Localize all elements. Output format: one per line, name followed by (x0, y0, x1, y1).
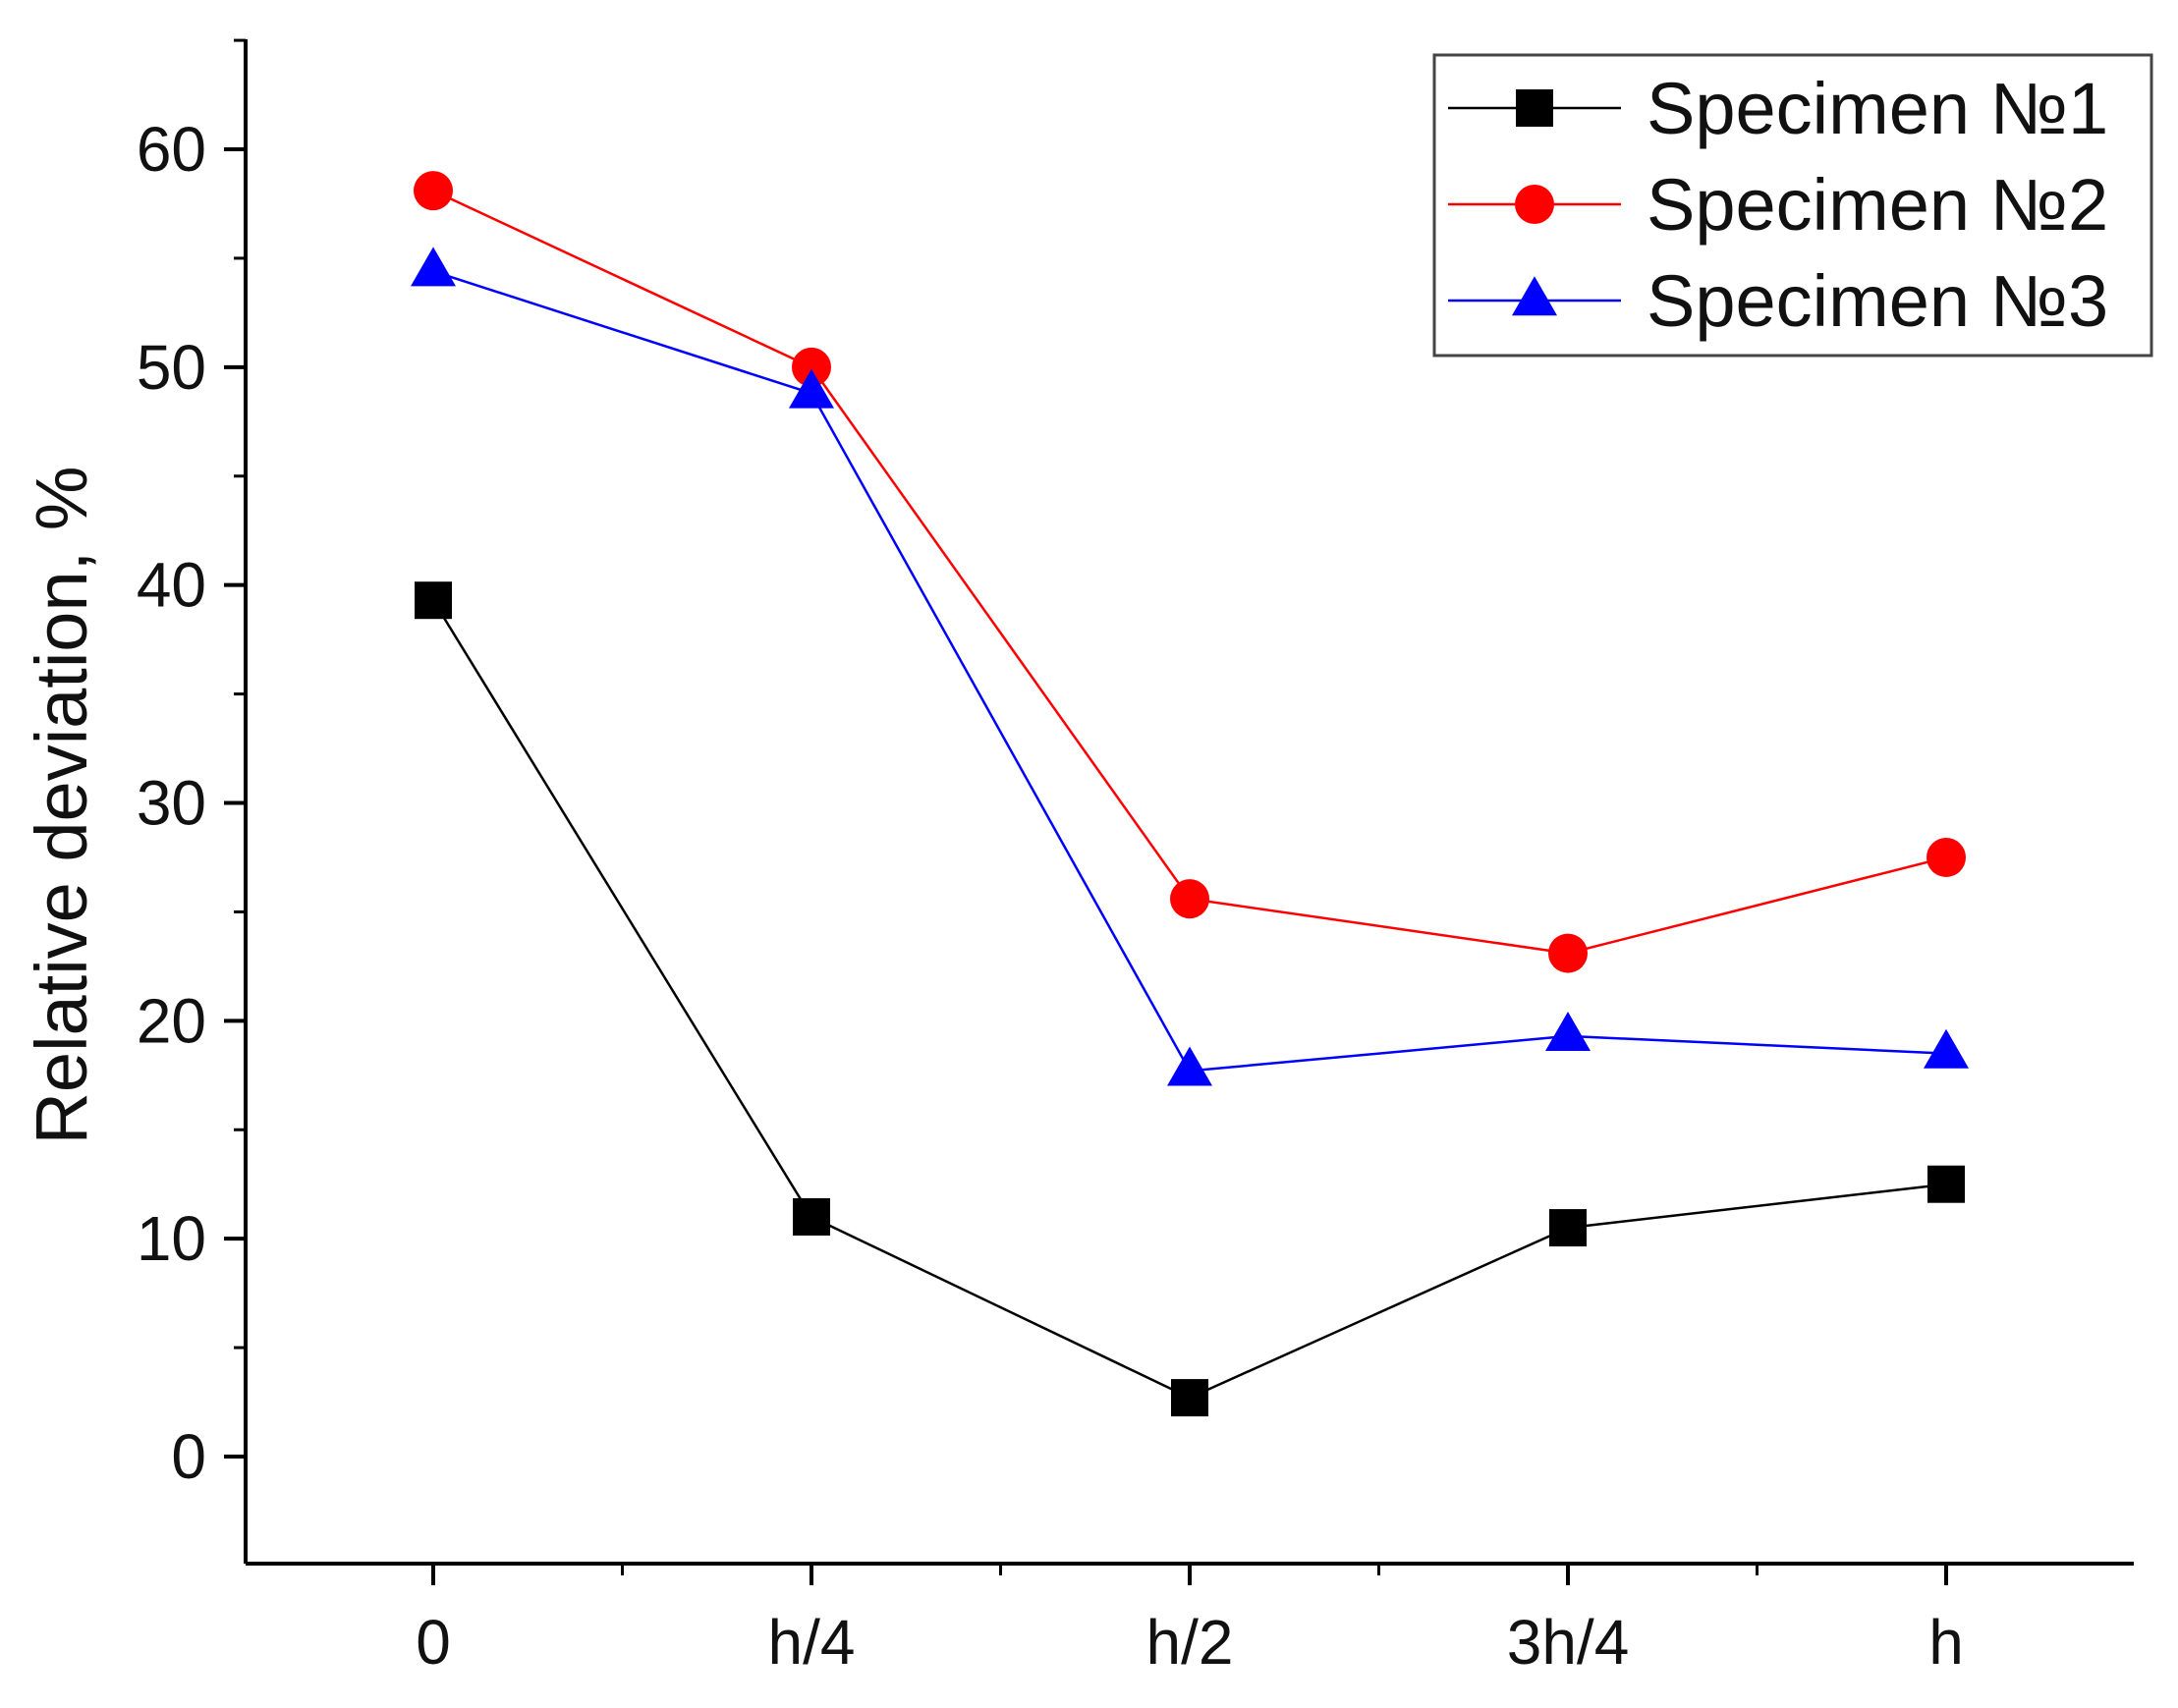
legend-entry: Specimen №2 (1448, 164, 2108, 246)
data-point (1927, 837, 1966, 877)
data-point (415, 581, 452, 620)
data-point (1545, 1012, 1591, 1052)
series-1 (415, 581, 1965, 1417)
y-tick-label: 20 (137, 985, 206, 1056)
x-tick-label: 3h/4 (1507, 1607, 1630, 1678)
legend-label: Specimen №1 (1647, 68, 2108, 149)
y-tick-label: 60 (137, 114, 206, 185)
x-tick-label: h (1928, 1607, 1964, 1678)
x-ticks: 0 h/4 h/2 3h/4 h (416, 1564, 1964, 1678)
legend-entry: Specimen №3 (1448, 260, 2108, 342)
legend-entry: Specimen №1 (1448, 68, 2108, 149)
y-tick-label: 40 (137, 550, 206, 621)
series-line (432, 270, 1947, 1073)
legend-label: Specimen №3 (1647, 260, 2108, 342)
legend: Specimen №1 Specimen №2 Specimen №3 (1432, 53, 2153, 358)
legend-entries: Specimen №1 Specimen №2 Specimen №3 (1448, 68, 2108, 342)
data-point (1548, 933, 1588, 973)
legend-marker (1515, 185, 1554, 224)
data-point (1924, 1028, 1969, 1069)
y-tick-label: 50 (137, 332, 206, 403)
y-tick-label: 10 (137, 1203, 206, 1274)
data-point (1170, 879, 1209, 919)
plot-area: 0 10 20 30 40 50 60 0 h/4 h/2 3h/4 h (137, 38, 2134, 1678)
x-tick-label: 0 (416, 1607, 451, 1678)
data-point (1171, 1379, 1208, 1417)
series-3 (411, 247, 1969, 1086)
series-2 (414, 171, 1966, 973)
legend-marker (1516, 89, 1553, 127)
data-point (1927, 1165, 1965, 1203)
data-point (1549, 1209, 1587, 1247)
series-line (431, 599, 1947, 1400)
series-layer (411, 171, 1969, 1417)
data-point (1167, 1046, 1212, 1086)
legend-marker (1512, 276, 1557, 316)
y-axis-title: Relative deviation, % (21, 466, 102, 1144)
y-tick-label: 30 (137, 768, 206, 839)
data-point (789, 368, 834, 409)
data-point (411, 247, 456, 287)
data-point (793, 1197, 830, 1236)
y-ticks: 0 10 20 30 40 50 60 (137, 38, 246, 1492)
legend-label: Specimen №2 (1647, 164, 2108, 246)
data-point (792, 347, 831, 387)
y-tick-label: 0 (171, 1421, 206, 1492)
data-point (414, 171, 453, 211)
x-tick-label: h/4 (768, 1607, 856, 1678)
x-tick-label: h/2 (1146, 1607, 1234, 1678)
